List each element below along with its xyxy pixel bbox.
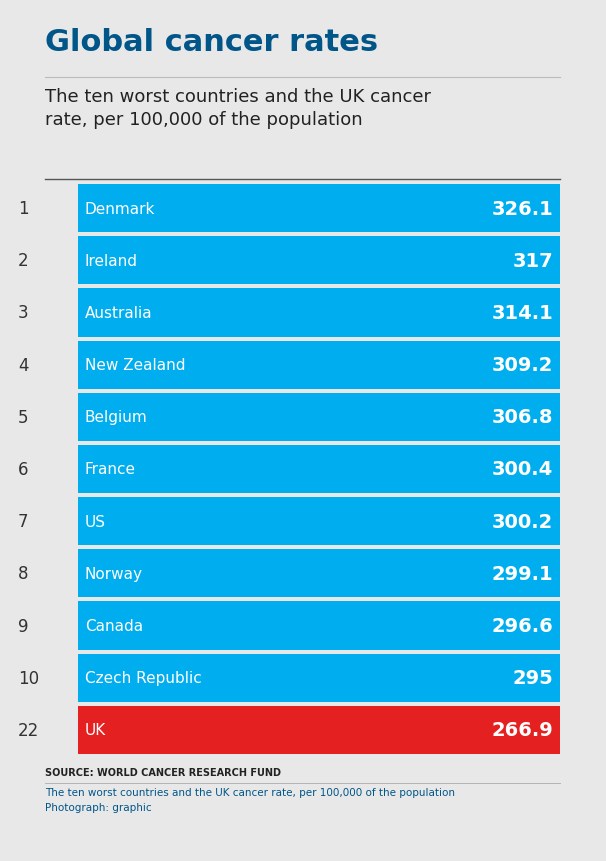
Text: 2: 2 — [18, 252, 28, 270]
Text: 5: 5 — [18, 408, 28, 426]
Text: 8: 8 — [18, 565, 28, 583]
Text: 3: 3 — [18, 304, 28, 322]
Text: 9: 9 — [18, 616, 28, 635]
Text: 299.1: 299.1 — [491, 564, 553, 583]
Text: The ten worst countries and the UK cancer
rate, per 100,000 of the population: The ten worst countries and the UK cance… — [45, 88, 431, 129]
Text: Australia: Australia — [85, 306, 153, 320]
Text: Canada: Canada — [85, 618, 143, 634]
Bar — [78, 706, 560, 754]
Text: 300.2: 300.2 — [491, 512, 553, 531]
Bar — [78, 237, 560, 285]
Text: 314.1: 314.1 — [491, 304, 553, 323]
Text: The ten worst countries and the UK cancer rate, per 100,000 of the population: The ten worst countries and the UK cance… — [45, 787, 455, 797]
Text: 326.1: 326.1 — [491, 200, 553, 219]
Bar — [78, 289, 560, 338]
Text: Denmark: Denmark — [85, 201, 155, 216]
Bar — [78, 653, 560, 702]
Bar — [78, 445, 560, 493]
Text: UK: UK — [85, 722, 106, 738]
Text: Czech Republic: Czech Republic — [85, 671, 202, 685]
Text: 296.6: 296.6 — [491, 616, 553, 635]
Text: 10: 10 — [18, 669, 39, 687]
Bar — [78, 185, 560, 233]
Text: 317: 317 — [513, 251, 553, 270]
Text: 300.4: 300.4 — [491, 460, 553, 479]
Text: SOURCE: WORLD CANCER RESEARCH FUND: SOURCE: WORLD CANCER RESEARCH FUND — [45, 767, 281, 777]
Text: 6: 6 — [18, 461, 28, 479]
Text: 295: 295 — [512, 668, 553, 687]
Text: 1: 1 — [18, 200, 28, 218]
Bar — [78, 498, 560, 546]
Text: France: France — [85, 462, 136, 477]
Text: New Zealand: New Zealand — [85, 357, 185, 373]
Text: Belgium: Belgium — [85, 410, 148, 424]
Text: 22: 22 — [18, 721, 39, 739]
Text: Global cancer rates: Global cancer rates — [45, 28, 378, 57]
Text: 4: 4 — [18, 356, 28, 375]
Text: 306.8: 306.8 — [491, 408, 553, 427]
Text: 7: 7 — [18, 512, 28, 530]
Bar — [78, 602, 560, 650]
Text: US: US — [85, 514, 106, 529]
Text: Norway: Norway — [85, 567, 143, 581]
Bar — [78, 549, 560, 598]
Text: Ireland: Ireland — [85, 253, 138, 269]
Text: 309.2: 309.2 — [491, 356, 553, 375]
Bar — [78, 341, 560, 389]
Bar — [78, 393, 560, 442]
Text: Photograph: graphic: Photograph: graphic — [45, 802, 152, 812]
Text: 266.9: 266.9 — [491, 721, 553, 740]
